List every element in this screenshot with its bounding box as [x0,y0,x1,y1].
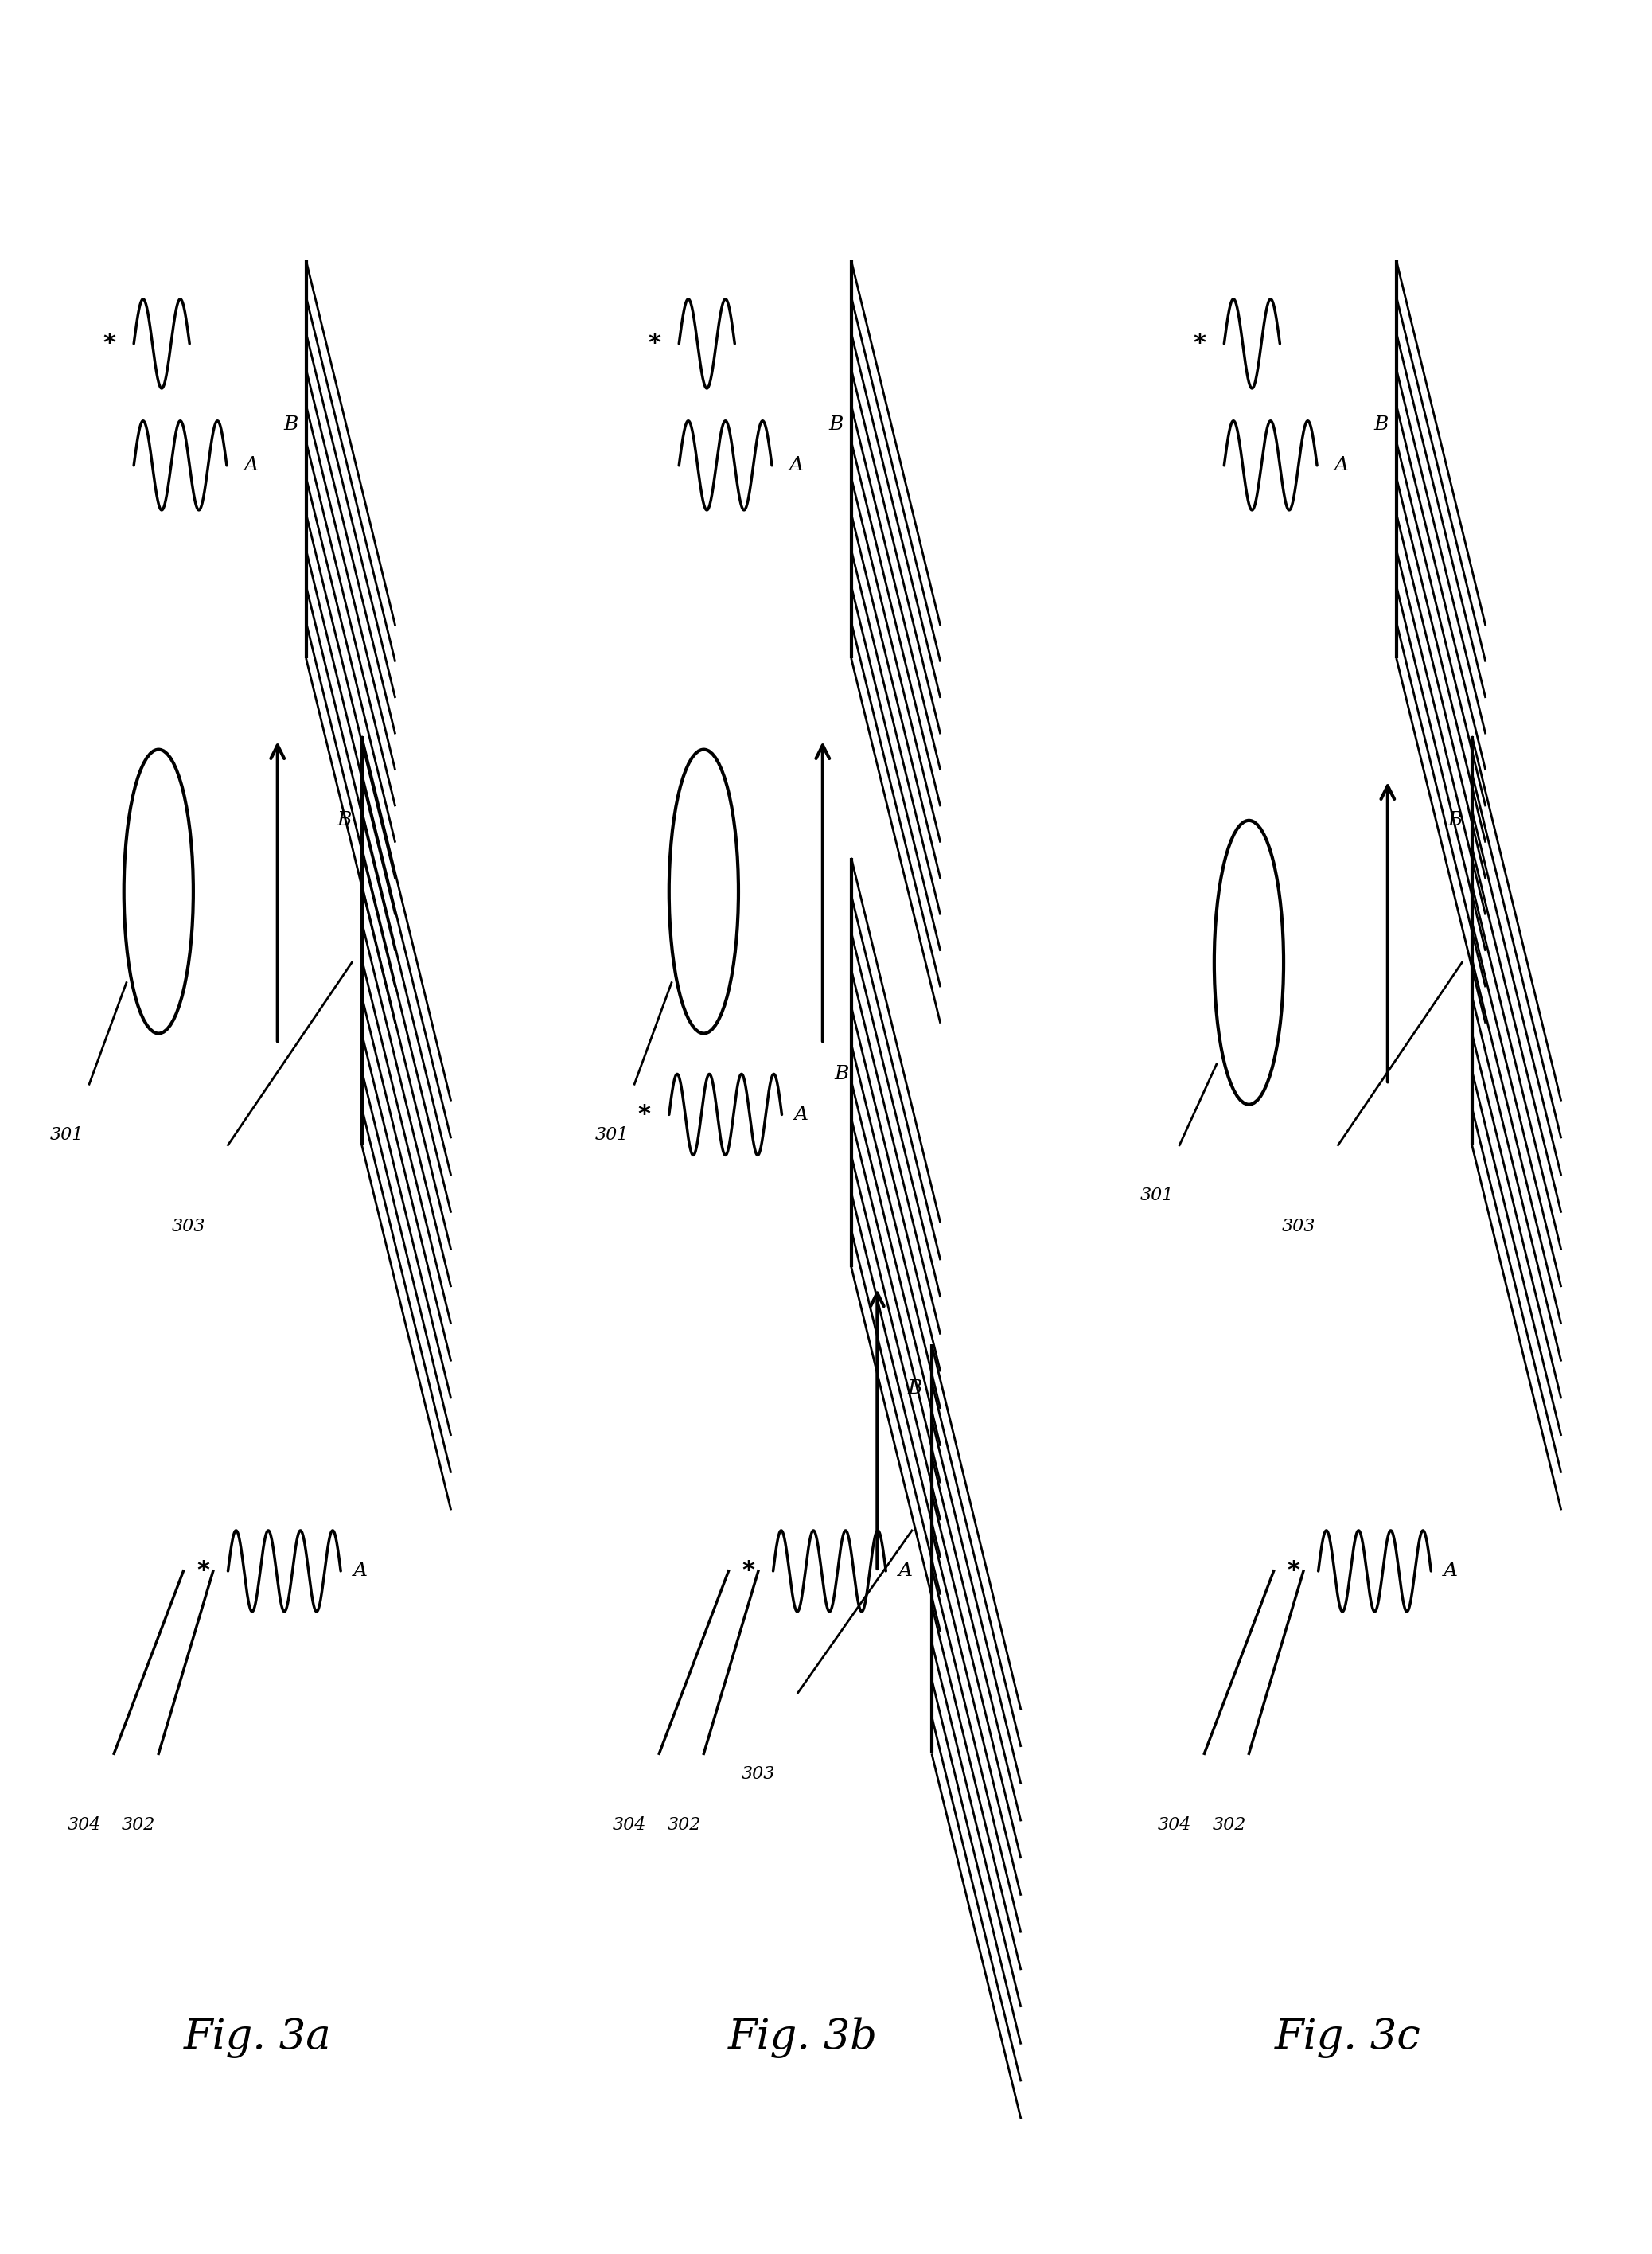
Text: 301: 301 [595,1127,629,1143]
Text: 303: 303 [742,1765,775,1783]
Text: *: * [102,331,116,356]
Text: 304: 304 [68,1817,101,1833]
Text: *: * [638,1102,651,1127]
Text: A: A [795,1104,809,1125]
Text: Fig. 3a: Fig. 3a [183,2017,332,2058]
Text: *: * [742,1560,755,1582]
Text: B: B [834,1064,849,1084]
Text: 302: 302 [667,1817,700,1833]
Text: A: A [790,455,805,476]
Text: *: * [1193,331,1206,356]
Text: B: B [1374,415,1389,435]
Text: B: B [1447,811,1462,829]
Text: 301: 301 [50,1127,84,1143]
Text: 302: 302 [122,1817,155,1833]
Text: A: A [1444,1562,1459,1580]
Text: *: * [648,331,661,356]
Text: A: A [1335,455,1350,476]
Text: 302: 302 [1213,1817,1246,1833]
Text: A: A [899,1562,914,1580]
Text: B: B [284,415,299,435]
Text: *: * [1287,1560,1300,1582]
Text: 304: 304 [1158,1817,1191,1833]
Text: 304: 304 [613,1817,646,1833]
Text: B: B [907,1379,922,1397]
Text: Fig. 3b: Fig. 3b [729,2017,877,2058]
Text: A: A [244,455,259,476]
Text: A: A [354,1562,368,1580]
Text: 301: 301 [1140,1188,1175,1204]
Text: B: B [829,415,844,435]
Text: B: B [337,811,352,829]
Text: *: * [197,1560,210,1582]
Text: 303: 303 [172,1217,205,1235]
Text: Fig. 3c: Fig. 3c [1275,2017,1421,2058]
Text: 303: 303 [1282,1217,1315,1235]
